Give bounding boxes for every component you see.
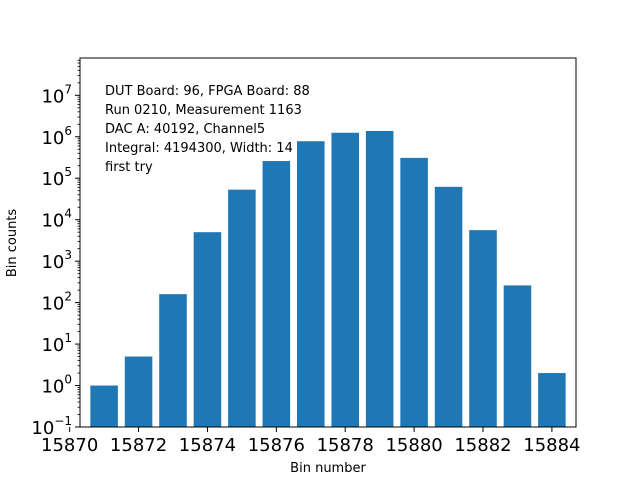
x-tick-label: 15880 bbox=[385, 435, 442, 456]
y-tick-label: 104 bbox=[41, 207, 72, 232]
bar-15882 bbox=[469, 230, 497, 427]
bars bbox=[90, 130, 566, 428]
bar-15872 bbox=[124, 356, 153, 427]
y-tick-label: 107 bbox=[41, 82, 72, 107]
x-tick-label: 15872 bbox=[110, 435, 167, 456]
y-axis-label: Bin counts bbox=[5, 209, 20, 278]
y-tick-label: 101 bbox=[41, 331, 72, 356]
annotation-line: first try bbox=[105, 160, 153, 175]
bar-15877 bbox=[297, 141, 325, 427]
bar-15884 bbox=[538, 373, 566, 427]
y-tick-label: 106 bbox=[41, 124, 72, 149]
bar-15876 bbox=[262, 161, 291, 427]
bar-15873 bbox=[159, 294, 187, 427]
bar-15875 bbox=[228, 189, 256, 427]
bar-15874 bbox=[193, 232, 222, 427]
annotation-block: DUT Board: 96, FPGA Board: 88 Run 0210, M… bbox=[105, 84, 310, 175]
x-tick-label: 15874 bbox=[179, 435, 236, 456]
annotation-line: Run 0210, Measurement 1163 bbox=[105, 103, 302, 118]
x-tick-label: 15878 bbox=[317, 435, 374, 456]
annotation-line: DAC A: 40192, Channel5 bbox=[105, 122, 265, 137]
bar-15881 bbox=[434, 186, 463, 427]
y-tick-label: 103 bbox=[41, 248, 72, 273]
x-tick-label: 15882 bbox=[454, 435, 511, 456]
annotation-line: Integral: 4194300, Width: 14 bbox=[105, 141, 293, 156]
plot-frame bbox=[79, 57, 577, 428]
y-tick-label: 105 bbox=[41, 165, 72, 190]
y-tick-label: 100 bbox=[41, 373, 72, 398]
x-tick-label: 15870 bbox=[41, 435, 98, 456]
y-tick-label: 102 bbox=[41, 290, 72, 315]
y-tick-label: 10−1 bbox=[31, 414, 72, 439]
bar-15883 bbox=[503, 285, 532, 427]
bar-15879 bbox=[365, 130, 394, 428]
y-axis: 10−1 100 101 102 103 104 105 106 107 bbox=[31, 82, 80, 439]
x-tick-label: 15876 bbox=[248, 435, 305, 456]
bar-15878 bbox=[331, 132, 359, 427]
x-axis-label: Bin number bbox=[290, 461, 366, 476]
x-axis: 15870 15872 15874 15876 15878 15880 15882 15884 bbox=[41, 427, 581, 456]
bar-15871 bbox=[90, 385, 118, 427]
annotation-line: DUT Board: 96, FPGA Board: 88 bbox=[105, 84, 310, 99]
bar-15880 bbox=[400, 157, 428, 428]
x-tick-label: 15884 bbox=[523, 435, 580, 456]
